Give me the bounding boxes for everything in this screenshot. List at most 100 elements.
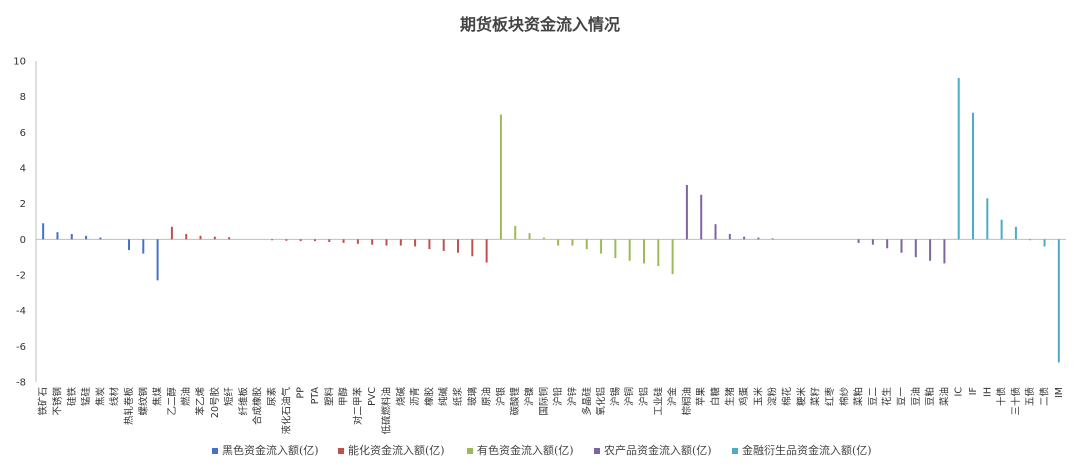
- x-category-label: 玉米: [752, 387, 764, 407]
- x-category-label: 焦煤: [152, 387, 164, 407]
- x-category-label: 沪铅: [552, 387, 564, 407]
- bar: [213, 236, 216, 240]
- bar: [42, 223, 45, 240]
- x-category-label: 纤维板: [237, 387, 249, 416]
- x-category-label: IM: [1054, 387, 1065, 398]
- x-category-label: 棕榈油: [681, 387, 693, 416]
- bar: [1043, 239, 1046, 247]
- y-tick-label: 10: [13, 57, 26, 68]
- bar: [514, 225, 517, 240]
- x-category-label: 豆一: [896, 387, 907, 407]
- y-tick-label: -6: [16, 342, 26, 353]
- x-category-label: 十债: [996, 387, 1008, 407]
- bar: [442, 239, 445, 251]
- x-category-label: 碳酸锂: [509, 387, 521, 416]
- legend-label: 能化资金流入额(亿): [348, 443, 445, 457]
- bar: [285, 239, 288, 241]
- bar: [600, 239, 603, 254]
- x-category-label: 棉纱: [838, 387, 850, 407]
- x-category-label: 沪金: [667, 387, 679, 407]
- bar: [700, 194, 703, 240]
- bar: [757, 237, 760, 240]
- x-category-label: 工业硅: [652, 387, 664, 416]
- bar: [557, 239, 560, 246]
- bar: [414, 239, 417, 247]
- bar: [428, 239, 431, 250]
- bar: [99, 237, 102, 240]
- legend-label: 金融衍生品资金流入额(亿): [742, 443, 872, 457]
- bar: [929, 239, 932, 261]
- bar: [943, 239, 946, 264]
- x-category-label: 粳米: [795, 387, 807, 407]
- bar: [714, 224, 717, 240]
- x-category-label: 红枣: [824, 387, 836, 407]
- x-category-label: 淀粉: [767, 387, 779, 407]
- bar: [313, 239, 316, 242]
- x-category-label: PVC: [367, 387, 378, 406]
- x-category-label: 尿素: [266, 387, 278, 407]
- x-category-label: 沪银: [495, 387, 507, 407]
- x-category-label: 低硫燃料油: [380, 387, 392, 435]
- bar: [628, 239, 631, 261]
- bar: [642, 239, 645, 264]
- x-category-label: 白糖: [710, 387, 722, 407]
- y-tick-label: 0: [20, 235, 26, 246]
- x-category-label: 多晶硅: [581, 387, 593, 416]
- y-tick-label: -8: [16, 378, 26, 389]
- x-category-label: PP: [296, 387, 307, 399]
- legend-swatch: [732, 448, 738, 454]
- bar: [871, 239, 874, 245]
- x-category-label: 不锈钢: [51, 387, 63, 416]
- x-category-label: 玻璃: [466, 387, 478, 406]
- y-tick-label: 4: [20, 164, 26, 175]
- x-category-label: 塑料: [323, 387, 335, 407]
- bar: [986, 198, 989, 240]
- x-category-label: 纯碱: [438, 387, 450, 407]
- bar: [657, 239, 660, 267]
- x-category-label: 菜籽: [810, 387, 822, 407]
- bar: [385, 239, 388, 246]
- x-category-label: 生猪: [724, 387, 736, 407]
- bar: [743, 236, 746, 240]
- bar: [56, 232, 59, 240]
- x-category-label: 热轧卷板: [123, 387, 135, 426]
- axes: 10 8 6 4 2 0 -2 -4 -6 -8: [13, 57, 1066, 389]
- bar: [228, 237, 231, 240]
- x-category-label: 甲醇: [338, 387, 350, 407]
- x-category-label: 豆粕: [924, 387, 936, 406]
- x-category-label: 沪铜: [624, 387, 636, 406]
- x-category-label: 乙二醇: [166, 387, 178, 416]
- legend-swatch: [338, 448, 344, 454]
- bar: [685, 184, 688, 240]
- x-category-label: 烧碱: [395, 387, 407, 407]
- chart-title: 期货板块资金流入情况: [460, 15, 620, 34]
- bar: [457, 239, 460, 253]
- bar: [957, 77, 960, 240]
- x-category-label: 苹果: [695, 387, 707, 407]
- x-category-label: IC: [954, 387, 965, 397]
- bar: [471, 239, 474, 257]
- x-category-label: 二债: [1039, 387, 1051, 407]
- bar: [771, 238, 774, 240]
- x-category-label: 沪锡: [609, 387, 621, 406]
- bar: [857, 239, 860, 243]
- y-tick-label: -4: [16, 306, 26, 317]
- bar: [127, 239, 130, 251]
- x-category-label: 硅铁: [66, 387, 78, 407]
- legend-label: 有色资金流入额(亿): [477, 443, 574, 457]
- x-category-label: 鸡蛋: [738, 387, 750, 407]
- category-labels: 铁矿石 不锈钢 硅铁 锰硅 焦炭 线材 热轧卷板 螺纹钢 焦煤 乙二醇 燃油 苯乙烯 20号胶 短纤 纤维板…: [37, 387, 1065, 435]
- legend-swatch: [467, 448, 473, 454]
- bar: [671, 239, 674, 275]
- x-category-label: 花生: [881, 387, 893, 407]
- legend-label: 黑色资金流入额(亿): [222, 443, 319, 457]
- legend-label: 农产品资金流入额(亿): [604, 443, 712, 457]
- legend-swatch: [594, 448, 600, 454]
- x-category-label: 原油: [481, 387, 493, 406]
- bar: [1014, 226, 1017, 240]
- x-category-label: 螺纹钢: [137, 387, 149, 416]
- x-category-label: 燃油: [180, 387, 192, 406]
- bar: [85, 235, 88, 240]
- bar: [485, 239, 488, 263]
